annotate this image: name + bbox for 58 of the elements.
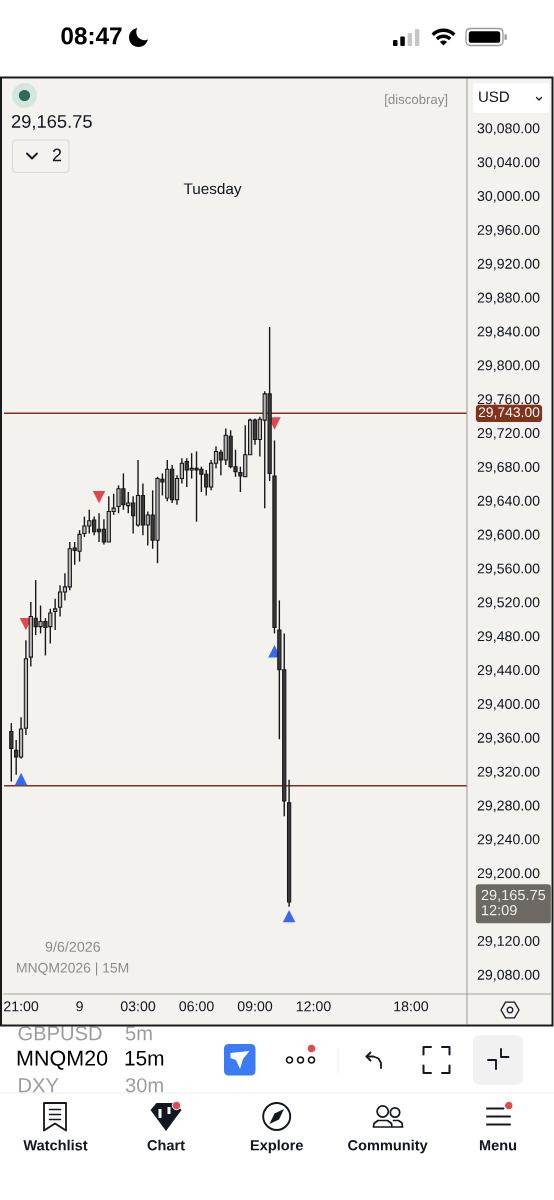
text: MNQM20 <box>17 1050 108 1070</box>
y-tick-label: 29,280.00 <box>477 800 540 813</box>
y-tick-label: 30,080.00 <box>477 123 540 136</box>
y-tick-label: 29,840.00 <box>477 326 540 339</box>
text: Watchlist <box>23 1139 88 1151</box>
x-tick-label: 21:00 <box>4 1001 39 1012</box>
text: USD <box>479 91 509 103</box>
y-tick-label: 29,440.00 <box>477 665 540 677</box>
annotation: 2 <box>52 148 62 162</box>
point <box>92 490 106 504</box>
y-tick-label: 29,600.00 <box>477 529 540 542</box>
y-tick-label: 29,120.00 <box>477 935 540 948</box>
y-tick-label: 29,520.00 <box>477 597 540 610</box>
text: Menu <box>479 1140 517 1151</box>
y-tick-label: 29,240.00 <box>477 834 540 847</box>
y-tick-label: 29,720.00 <box>477 428 540 440</box>
candlestick <box>9 722 14 783</box>
candlestick <box>57 584 63 618</box>
ref-line-label: 29,743.00 <box>478 407 540 419</box>
y-tick-label: 29,800.00 <box>477 360 540 373</box>
y-tick-label: 29,960.00 <box>477 224 540 237</box>
y-tick-label: 29,640.00 <box>477 495 540 508</box>
y-tick-label: 29,560.00 <box>477 563 540 576</box>
x-tick-label: 03:00 <box>120 1001 156 1012</box>
y-tick-label: 29,920.00 <box>477 258 540 271</box>
text: 30m <box>125 1078 163 1093</box>
y-tick-label: 30,040.00 <box>477 157 540 169</box>
x-tick-label: 06:00 <box>179 1001 214 1012</box>
y-tick-label: 29,360.00 <box>477 732 540 745</box>
text: 5m <box>125 1026 152 1041</box>
y-tick-label: 29,080.00 <box>477 969 540 982</box>
annotation: [discobray] <box>385 94 448 107</box>
text: Explore <box>250 1139 303 1154</box>
point <box>282 909 296 923</box>
y-tick-label: 29,320.00 <box>477 766 540 779</box>
x-tick-label: 09:00 <box>237 1001 273 1012</box>
annotation: Tuesday <box>183 182 242 198</box>
annotation: 9/6/2026 <box>45 941 101 952</box>
text: Chart <box>147 1139 185 1151</box>
y-tick-label: 30,000.00 <box>477 191 540 203</box>
annotation: 29,165.75 <box>11 114 92 131</box>
y-tick-label: 29,880.00 <box>477 292 540 305</box>
text: 08:47 <box>61 27 122 45</box>
text: 29,165.75 12:09 <box>481 889 546 916</box>
y-tick-label: 29,760.00 <box>477 394 540 406</box>
x-tick-label: 9 <box>76 1001 83 1012</box>
y-tick-label: 29,680.00 <box>477 461 540 474</box>
text: Community <box>348 1139 428 1154</box>
text: DXY <box>19 1078 59 1093</box>
annotation: MNQM2026 | 15M <box>17 962 129 976</box>
y-tick-label: 29,400.00 <box>477 698 540 711</box>
x-tick-label: 12:00 <box>296 1001 331 1012</box>
y-tick-label: 29,200.00 <box>477 868 540 880</box>
x-tick-label: 18:00 <box>394 1001 429 1012</box>
text: 15m <box>125 1051 164 1066</box>
y-tick-label: 29,480.00 <box>477 631 540 643</box>
text: GBPUSD <box>18 1026 102 1041</box>
point <box>14 772 28 786</box>
